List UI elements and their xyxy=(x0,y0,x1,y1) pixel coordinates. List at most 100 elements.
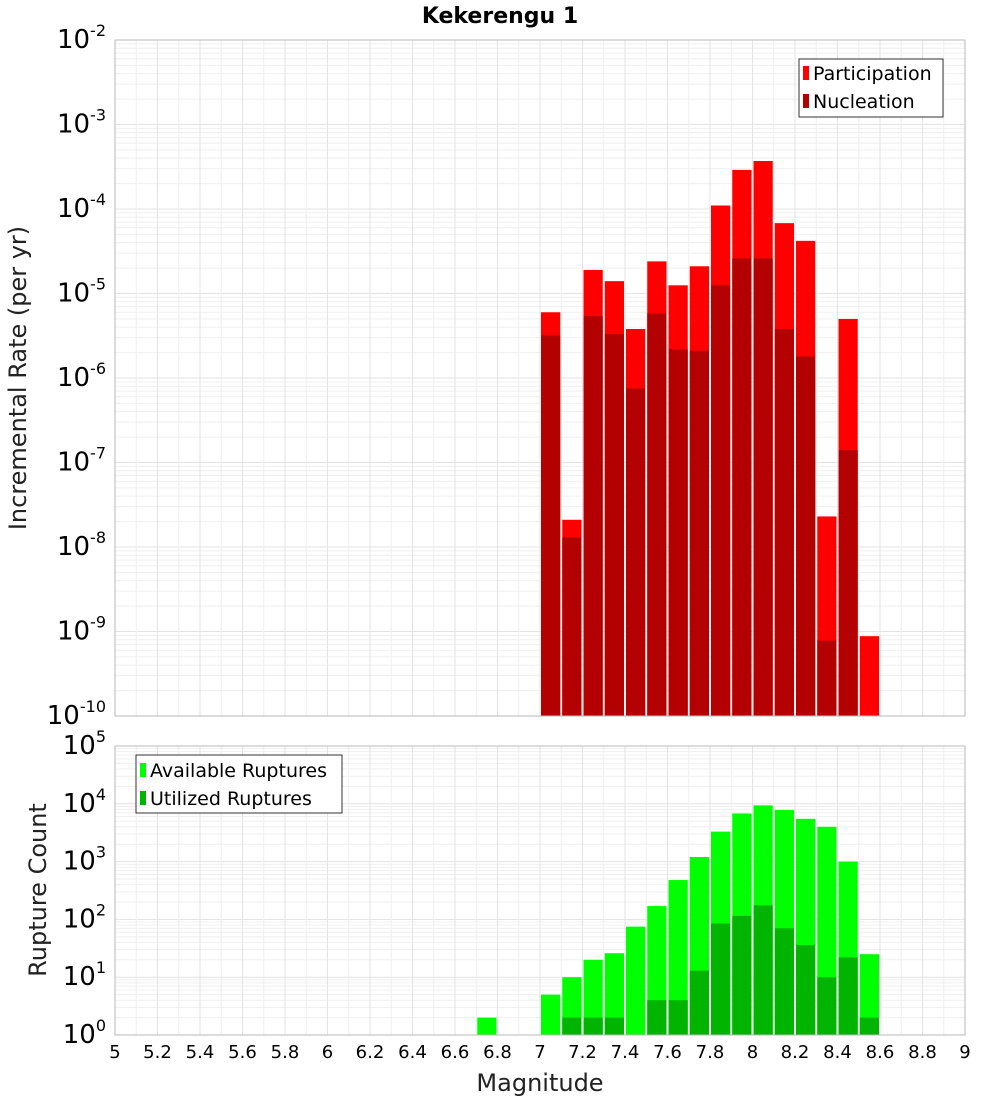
y-tick-label: 10-6 xyxy=(57,359,106,393)
available-bar xyxy=(604,953,624,1035)
count-y-axis-label: Rupture Count xyxy=(24,803,52,977)
nucleation-bar xyxy=(838,450,858,716)
x-tick-labels: 5 5.2 5.4 5.6 5.8 6 6.2 6.4 6.6 6.8 7 7.2 7.4 7.6 7.8 8… xyxy=(109,1042,970,1063)
y-tick-label: 101 xyxy=(63,958,106,992)
rate-plot-border xyxy=(114,39,966,717)
available-bar xyxy=(626,926,646,1035)
available-bar xyxy=(477,1017,497,1035)
utilized-bar xyxy=(838,957,858,1035)
y-tick-label: 10-8 xyxy=(57,528,106,562)
x-tick-label: 6.4 xyxy=(398,1042,427,1063)
count-panel: 100 101 102 103 104 105 5 5.2 5.4 5.6 5.8 6 6.2 6.4 6… xyxy=(24,727,971,1097)
rate-legend-box xyxy=(798,58,944,118)
y-tick-label: 10-3 xyxy=(57,106,106,140)
utilized-bar xyxy=(817,977,837,1035)
nucleation-legend-swatch xyxy=(803,94,809,108)
nucleation-bar xyxy=(817,640,837,716)
count-legend: Available Ruptures Utilized Ruptures xyxy=(135,754,343,814)
x-tick-label: 5.6 xyxy=(228,1042,257,1063)
count-bars xyxy=(477,805,879,1035)
utilized-bar xyxy=(774,928,794,1035)
rate-y-tick-labels: 10-10 10-9 10-8 10-7 10-6 10-5 10-4 10-3 10-2 xyxy=(47,21,106,731)
utilized-bar xyxy=(647,1000,667,1035)
count-y-tick-labels: 100 101 102 103 104 105 xyxy=(63,727,106,1050)
x-tick-label: 7.4 xyxy=(611,1042,640,1063)
x-tick-label: 6.6 xyxy=(441,1042,470,1063)
available-bar xyxy=(583,959,603,1035)
x-tick-label: 7 xyxy=(534,1042,545,1063)
available-bar xyxy=(859,954,879,1035)
utilized-bar xyxy=(753,905,773,1035)
y-tick-label: 100 xyxy=(63,1016,106,1050)
available-legend-label: Available Ruptures xyxy=(150,760,327,782)
available-legend-swatch xyxy=(140,763,146,777)
utilized-bar xyxy=(732,915,752,1035)
y-tick-label: 10-4 xyxy=(57,190,106,224)
x-tick-label: 8.2 xyxy=(781,1042,810,1063)
rate-bars xyxy=(541,160,879,717)
rate-legend: Participation Nucleation xyxy=(798,58,944,118)
x-tick-label: 7.2 xyxy=(568,1042,597,1063)
rate-panel: 10-10 10-9 10-8 10-7 10-6 10-5 10-4 10-3 10-2 In… xyxy=(4,21,966,731)
y-tick-label: 10-5 xyxy=(57,275,106,309)
nucleation-bar xyxy=(668,349,688,716)
utilized-bar xyxy=(711,923,731,1035)
utilized-bar xyxy=(583,1017,603,1035)
x-tick-label: 5.4 xyxy=(186,1042,215,1063)
x-tick-label: 8.8 xyxy=(908,1042,937,1063)
rate-gridlines xyxy=(114,39,966,717)
y-tick-label: 103 xyxy=(63,843,106,877)
x-tick-label: 8.6 xyxy=(866,1042,895,1063)
y-tick-label: 104 xyxy=(63,785,106,819)
x-tick-label: 5.2 xyxy=(143,1042,172,1063)
y-tick-label: 10-7 xyxy=(57,444,106,478)
nucleation-bar xyxy=(753,258,773,716)
x-axis-label: Magnitude xyxy=(476,1069,603,1097)
nucleation-bar xyxy=(647,313,667,716)
nucleation-bar xyxy=(774,329,794,716)
participation-legend-swatch xyxy=(803,66,809,80)
utilized-bar xyxy=(689,970,709,1035)
y-tick-label: 105 xyxy=(63,727,106,761)
x-tick-label: 6 xyxy=(322,1042,333,1063)
x-tick-label: 9 xyxy=(959,1042,970,1063)
participation-bar xyxy=(859,636,879,716)
nucleation-bar xyxy=(541,335,561,716)
nucleation-bar xyxy=(711,285,731,716)
chart-title: Kekerengu 1 xyxy=(422,4,578,29)
x-tick-label: 6.2 xyxy=(356,1042,385,1063)
y-tick-label: 10-10 xyxy=(47,697,106,731)
nucleation-bar xyxy=(562,537,582,716)
x-tick-label: 6.8 xyxy=(483,1042,512,1063)
x-tick-label: 8.4 xyxy=(823,1042,852,1063)
x-tick-label: 7.6 xyxy=(653,1042,682,1063)
utilized-legend-label: Utilized Ruptures xyxy=(150,788,312,810)
nucleation-bar xyxy=(604,334,624,716)
nucleation-bar xyxy=(732,258,752,716)
y-tick-label: 10-9 xyxy=(57,613,106,647)
y-tick-label: 102 xyxy=(63,900,106,934)
y-tick-label: 10-2 xyxy=(57,21,106,55)
x-tick-label: 5 xyxy=(109,1042,120,1063)
nucleation-bar xyxy=(689,350,709,716)
rate-y-axis-label: Incremental Rate (per yr) xyxy=(4,226,32,530)
nucleation-bar xyxy=(796,356,816,716)
available-bar xyxy=(668,880,688,1035)
x-tick-label: 5.8 xyxy=(271,1042,300,1063)
nucleation-bar xyxy=(626,388,646,716)
utilized-bar xyxy=(668,1000,688,1035)
available-bar xyxy=(541,994,561,1035)
count-plot-border xyxy=(114,745,966,1036)
x-tick-label: 7.8 xyxy=(696,1042,725,1063)
utilized-legend-swatch xyxy=(140,791,146,805)
nucleation-bar xyxy=(583,316,603,716)
count-legend-box xyxy=(135,754,343,814)
utilized-bar xyxy=(604,1017,624,1035)
participation-legend-label: Participation xyxy=(813,63,932,85)
utilized-bar xyxy=(796,945,816,1035)
utilized-bar xyxy=(859,1017,879,1035)
nucleation-legend-label: Nucleation xyxy=(813,91,915,113)
x-tick-label: 8 xyxy=(747,1042,758,1063)
utilized-bar xyxy=(562,1017,582,1035)
